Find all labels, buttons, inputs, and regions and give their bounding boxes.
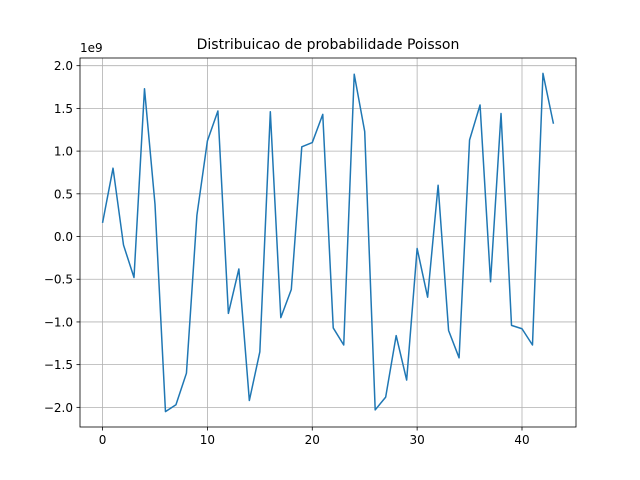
y-tick-label: 0.0 (54, 230, 73, 244)
y-axis-offset-label: 1e9 (80, 41, 103, 55)
plot-frame (79, 57, 577, 428)
x-tick-label: 30 (409, 433, 424, 447)
grid-lines (80, 58, 576, 427)
y-tick-label: −2.0 (44, 401, 73, 415)
x-tick-label: 20 (305, 433, 320, 447)
y-tick-label: 1.5 (54, 102, 73, 116)
x-tick-label: 0 (99, 433, 107, 447)
x-tick-label: 10 (200, 433, 215, 447)
y-tick-label: 2.0 (54, 59, 73, 73)
x-axis-ticks: 0 10 20 30 40 (99, 427, 530, 447)
y-tick-label: −0.5 (44, 273, 73, 287)
y-tick-label: 1.0 (54, 145, 73, 159)
y-tick-label: 0.5 (54, 187, 73, 201)
y-tick-label: −1.0 (44, 315, 73, 329)
data-series (101, 72, 555, 413)
x-tick-label: 40 (514, 433, 529, 447)
chart-title: Distribuicao de probabilidade Poisson (197, 37, 460, 53)
series-line (101, 72, 555, 413)
y-tick-label: −1.5 (44, 358, 73, 372)
y-axis-ticks: −2.0 −1.5 −1.0 −0.5 0.0 0.5 1.0 1.5 2.0 (44, 59, 80, 415)
